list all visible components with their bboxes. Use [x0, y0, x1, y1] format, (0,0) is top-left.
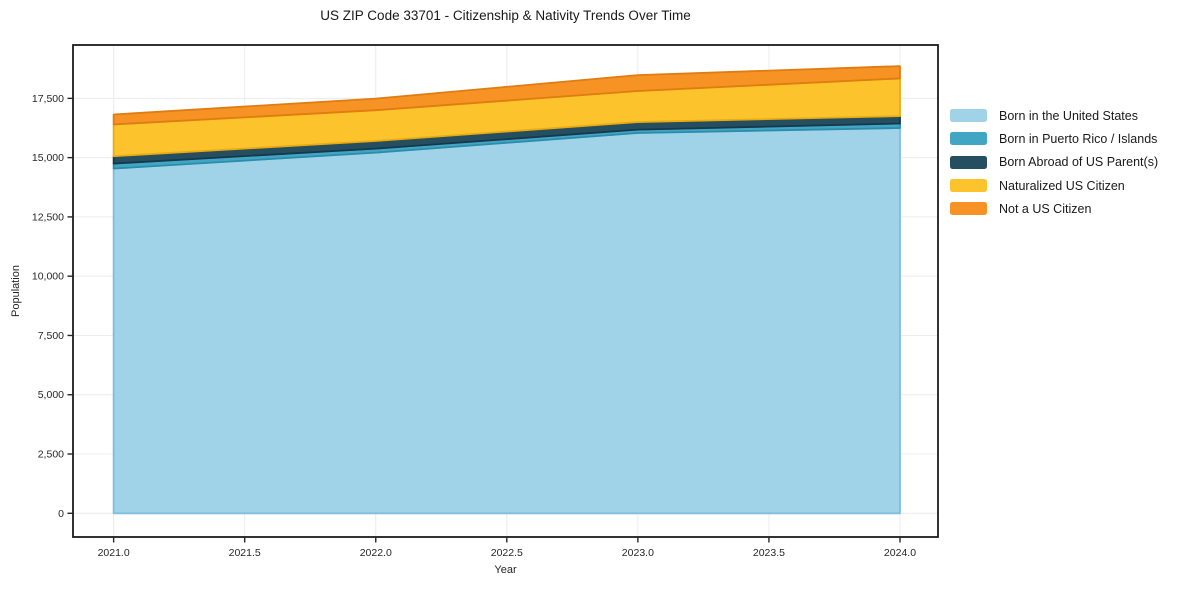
legend-item-not-citizen: Not a US Citizen [950, 197, 1158, 220]
y-axis-label: Population [10, 265, 22, 317]
legend-label-born-us: Born in the United States [999, 108, 1138, 123]
legend-swatch-born-pr [950, 132, 987, 146]
y-tick-label: 17,500 [32, 93, 64, 105]
legend-item-born-us: Born in the United States [950, 104, 1158, 127]
x-tick-label: 2022.0 [360, 547, 392, 559]
legend-label-not-citizen: Not a US Citizen [999, 201, 1092, 216]
y-tick-label: 5,000 [38, 389, 64, 401]
x-tick-label: 2023.5 [753, 547, 785, 559]
legend-item-naturalized: Naturalized US Citizen [950, 174, 1158, 197]
x-tick-label: 2023.0 [622, 547, 654, 559]
legend-swatch-born-abroad [950, 155, 987, 169]
legend-swatch-naturalized [950, 179, 987, 193]
legend-item-born-pr: Born in Puerto Rico / Islands [950, 127, 1158, 150]
y-tick-label: 15,000 [32, 152, 64, 164]
legend-swatch-born-us [950, 109, 987, 123]
x-tick-label: 2024.0 [884, 547, 916, 559]
legend-label-born-pr: Born in Puerto Rico / Islands [999, 131, 1158, 146]
y-tick-label: 10,000 [32, 271, 64, 283]
legend-label-born-abroad: Born Abroad of US Parent(s) [999, 155, 1159, 170]
y-tick-label: 0 [58, 508, 64, 520]
legend-swatch-not-citizen [950, 202, 987, 216]
x-tick-label: 2021.5 [229, 547, 261, 559]
area-born-us [112, 127, 901, 515]
chart-title: US ZIP Code 33701 - Citizenship & Nativi… [320, 8, 691, 23]
y-tick-label: 12,500 [32, 211, 64, 223]
legend-label-naturalized: Naturalized US Citizen [999, 178, 1125, 193]
area-not-citizen [112, 65, 901, 126]
legend: Born in the United States Born in Puerto … [950, 104, 1158, 220]
plot-border [72, 44, 939, 538]
y-tick-label: 7,500 [38, 330, 64, 342]
legend-item-born-abroad: Born Abroad of US Parent(s) [950, 151, 1158, 174]
y-tick-label: 2,500 [38, 449, 64, 461]
x-axis-label: Year [494, 564, 517, 576]
x-tick-label: 2022.5 [491, 547, 523, 559]
x-tick-label: 2021.0 [98, 547, 130, 559]
